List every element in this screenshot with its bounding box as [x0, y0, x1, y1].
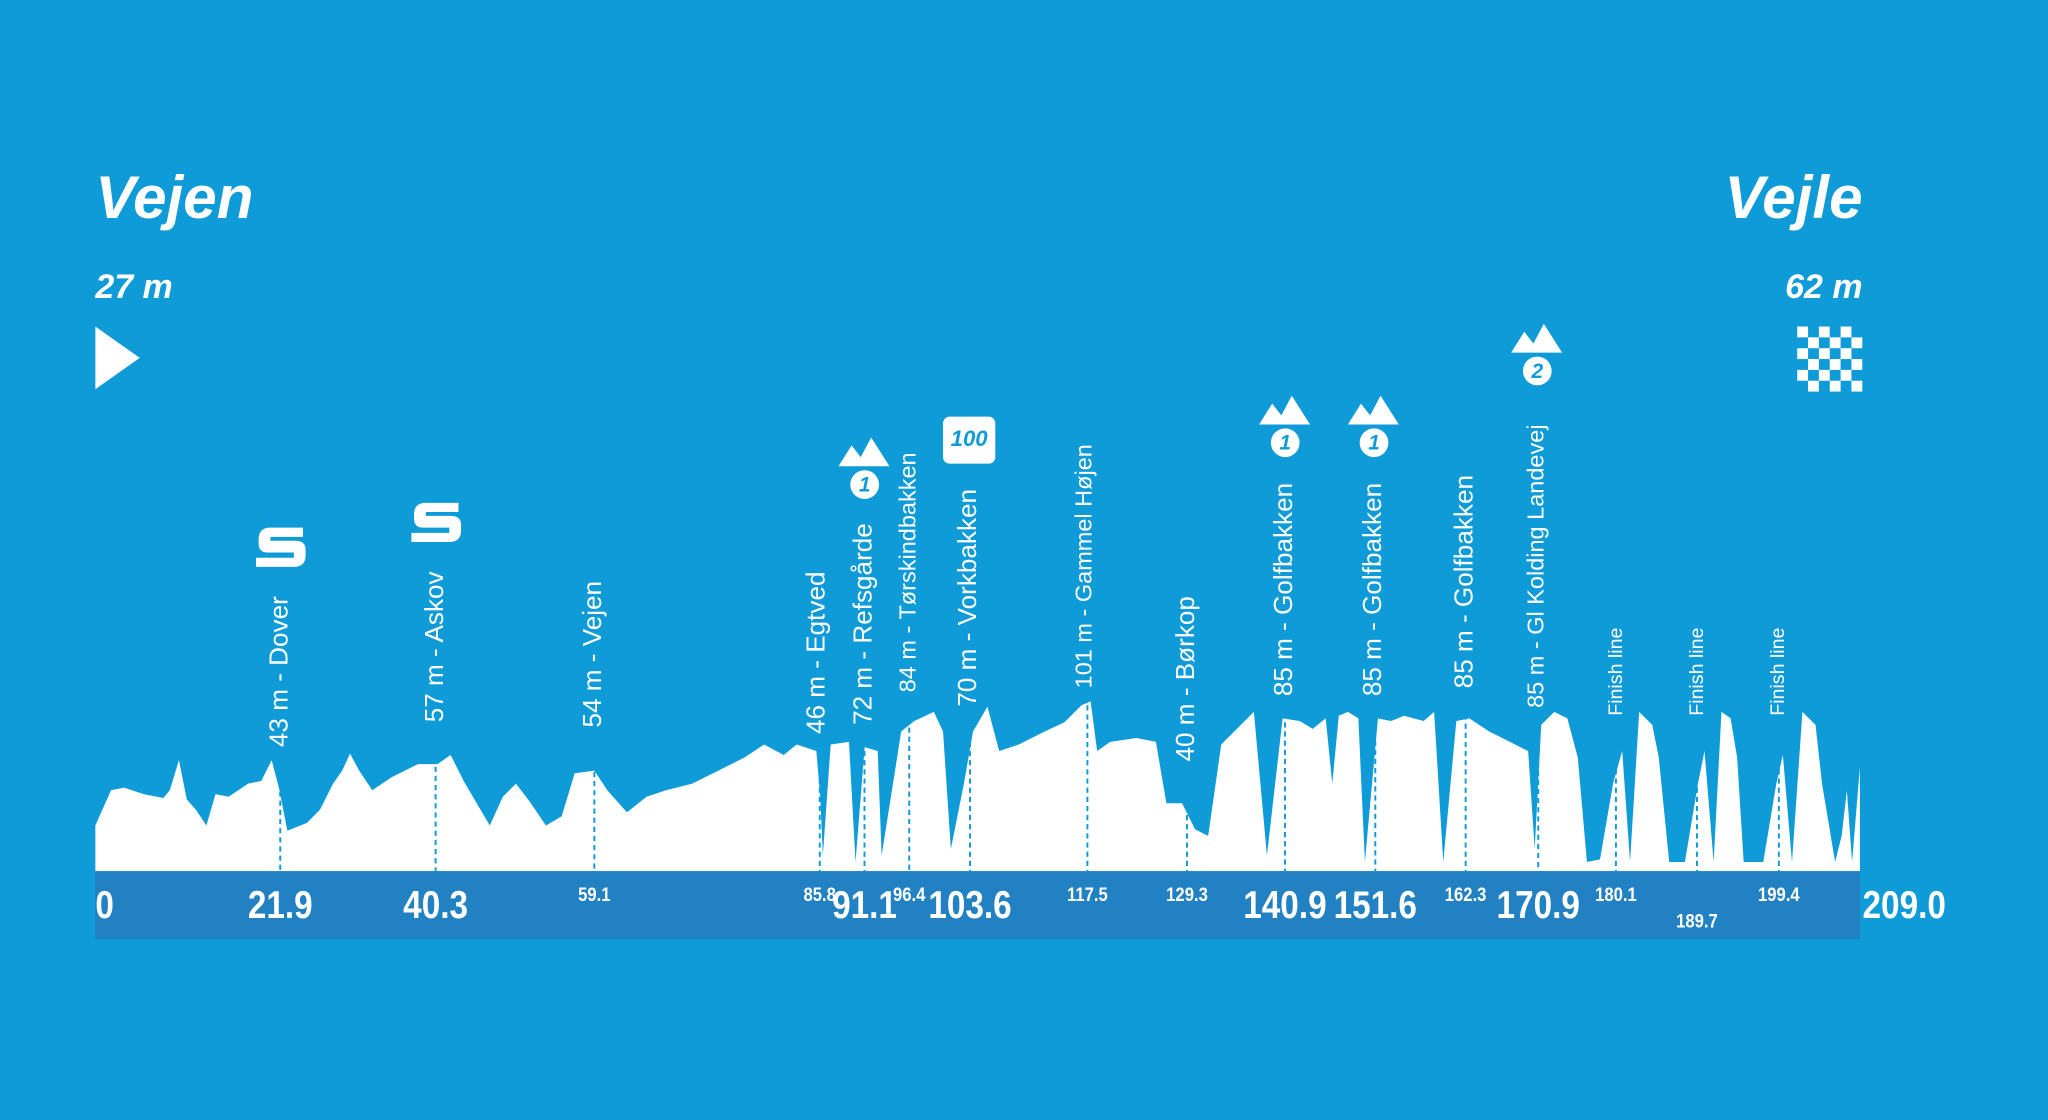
bonus-text: 100	[951, 426, 989, 451]
kom-icon	[1511, 323, 1563, 353]
point-label: 54 m - Vejen	[577, 581, 607, 728]
distance-label: 103.6	[928, 883, 1011, 927]
point-label: 85 m - Golfbakken	[1268, 483, 1298, 696]
point-label: 40 m - Børkop	[1170, 596, 1200, 761]
point-label: 43 m - Dover	[264, 596, 294, 747]
finish-flag	[1797, 326, 1863, 392]
flag-square	[1797, 348, 1809, 360]
point-label: 57 m - Askov	[419, 571, 449, 722]
flag-square	[1851, 337, 1863, 349]
flag-square	[1797, 326, 1809, 338]
distance-label: 180.1	[1595, 884, 1637, 906]
sprint-icon	[411, 502, 462, 543]
finish-town: Vejle	[1724, 164, 1862, 231]
flag-square	[1851, 359, 1863, 370]
point-label: 101 m - Gammel Højen	[1071, 444, 1097, 688]
kom-icon	[1347, 395, 1399, 425]
distance-label: 96.4	[893, 884, 926, 906]
flag-square	[1829, 380, 1841, 392]
distance-label: 85.8	[804, 884, 836, 906]
kom-category: 1	[1279, 432, 1291, 455]
flag-square	[1818, 369, 1830, 381]
point-label: Finish line	[1767, 628, 1789, 716]
sprint-icon	[256, 527, 306, 567]
point-label: 70 m - Vorkbakken	[952, 489, 982, 707]
kom-category: 1	[1368, 432, 1380, 455]
profile	[95, 701, 1860, 872]
kom-circle	[850, 470, 880, 499]
point-label: 84 m - Tørskindbakken	[894, 452, 920, 692]
flag-square	[1851, 380, 1863, 392]
distance-label: 129.3	[1166, 884, 1208, 906]
distance-label: 117.5	[1067, 884, 1108, 906]
flag-square	[1840, 326, 1852, 338]
kom-icon	[838, 437, 890, 467]
flag-square	[1818, 326, 1830, 338]
flag-square	[1829, 359, 1841, 370]
flag-square	[1808, 337, 1819, 349]
kom-circle	[1522, 356, 1552, 386]
flag-square	[1797, 369, 1809, 381]
distance-label: 40.3	[403, 883, 468, 927]
flag-square	[1818, 348, 1830, 360]
distance-label: 0	[95, 883, 114, 927]
distance-label: 151.6	[1334, 883, 1417, 927]
distance-label: 59.1	[578, 884, 610, 906]
flag-square	[1840, 348, 1852, 360]
kom-circle	[1270, 428, 1300, 458]
kom-category: 1	[859, 473, 871, 496]
point-label: Finish line	[1605, 628, 1627, 716]
distance-bar	[95, 871, 1860, 940]
distance-label: 162.3	[1445, 884, 1487, 906]
bonus-badge	[943, 416, 996, 464]
start-town: Vejen	[95, 164, 253, 231]
distance-label: 140.9	[1243, 883, 1326, 927]
start-icon	[95, 326, 140, 390]
distance-label: 209.0	[1863, 883, 1946, 927]
start-elevation: 27 m	[94, 268, 172, 306]
distance-label: 91.1	[832, 883, 897, 927]
point-label: 46 m - Egtved	[801, 571, 831, 734]
point-label: Finish line	[1686, 628, 1708, 716]
distance-label: 21.9	[248, 883, 313, 927]
kom-icon	[1259, 395, 1311, 425]
finish-elevation: 62 m	[1785, 268, 1862, 306]
kom-circle	[1359, 428, 1389, 458]
kom-category: 2	[1530, 360, 1543, 383]
point-label: 85 m - Golfbakken	[1448, 475, 1478, 688]
distance-label: 199.4	[1758, 884, 1800, 906]
flag-square	[1829, 337, 1841, 349]
flag-square	[1808, 359, 1819, 370]
distance-label: 189.7	[1676, 910, 1718, 932]
distance-label: 170.9	[1497, 883, 1580, 927]
point-label: 85 m - Golfbakken	[1357, 483, 1387, 696]
flag-square	[1840, 369, 1852, 381]
markers: 0 21.9 40.3 59.1 85.891.196.4 103.6 117.5 129.3…	[95, 323, 1946, 932]
point-label: 85 m - Gl Kolding Landevej	[1523, 424, 1549, 707]
flag-square	[1808, 380, 1819, 392]
point-label: 72 m - Refsgårde	[848, 523, 878, 725]
